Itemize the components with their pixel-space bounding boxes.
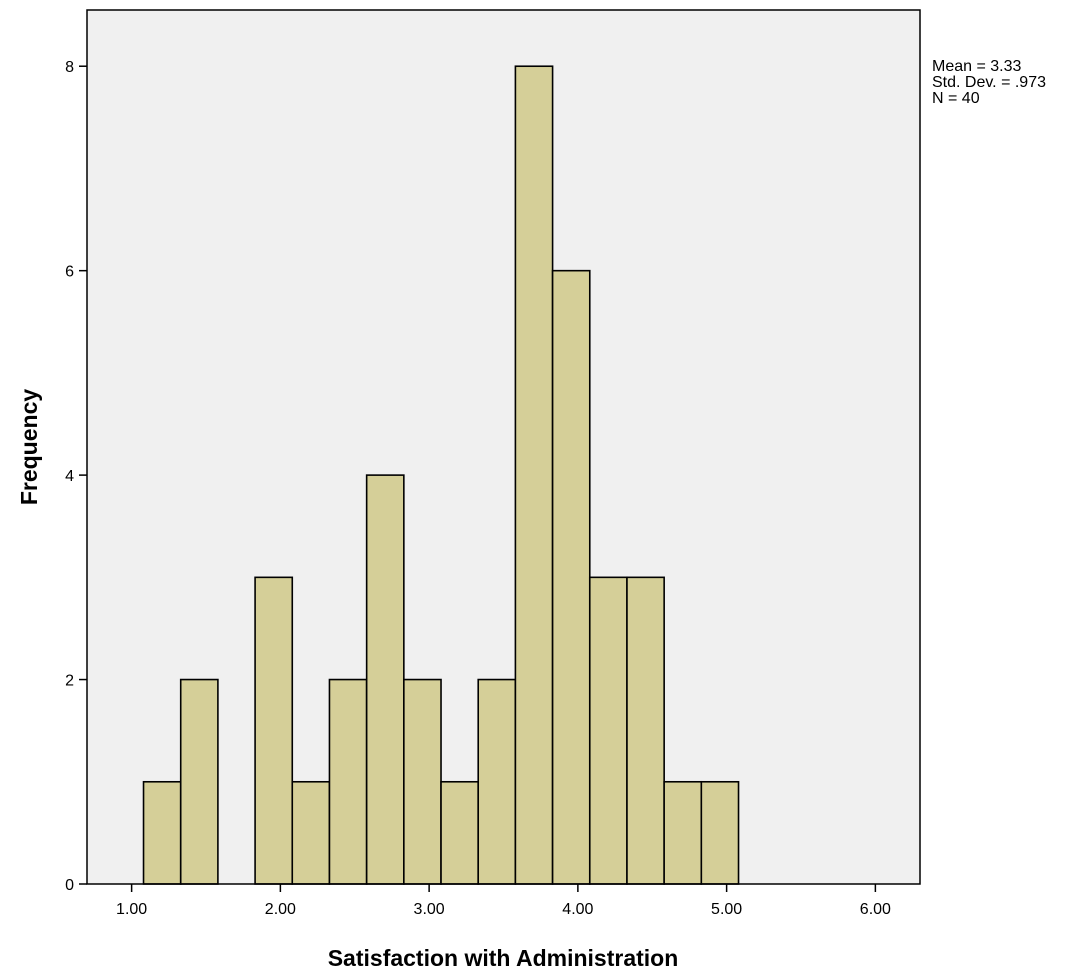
x-tick-label: 5.00: [711, 901, 742, 918]
x-tick-label: 4.00: [562, 901, 593, 918]
y-tick-label: 4: [65, 468, 74, 485]
histogram-bar: [551, 269, 591, 885]
x-tick-label: 1.00: [116, 901, 147, 918]
histogram-bar: [328, 678, 368, 885]
y-tick-label: 8: [65, 59, 74, 76]
histogram-bar: [403, 678, 442, 885]
stat-line: N = 40: [932, 90, 980, 107]
y-axis: 0 2 4 6 8: [65, 59, 87, 894]
histogram-bar: [440, 780, 480, 885]
histogram-bar: [514, 65, 554, 885]
stat-line: Std. Dev. = .973: [932, 74, 1046, 91]
histogram-bar: [700, 780, 740, 885]
histogram-bar: [477, 678, 517, 885]
histogram-bar: [179, 678, 219, 885]
y-tick-label: 0: [65, 877, 74, 894]
histogram-bar: [254, 576, 294, 885]
histogram-bar: [142, 780, 182, 885]
x-axis: 1.00 2.00 3.00 4.00 5.00 6.00: [116, 884, 891, 918]
y-tick-label: 6: [65, 264, 74, 281]
x-axis-title: Satisfaction with Administration: [328, 945, 679, 971]
histogram-bar: [365, 474, 405, 885]
x-tick-label: 3.00: [414, 901, 445, 918]
bars-group: [142, 65, 740, 885]
histogram-bar: [663, 780, 703, 885]
stat-line: Mean = 3.33: [932, 58, 1022, 75]
y-axis-title: Frequency: [16, 389, 42, 506]
plot-frame: [86, 9, 921, 885]
x-tick-label: 2.00: [265, 901, 296, 918]
y-tick-label: 2: [65, 673, 74, 690]
histogram-bar: [626, 576, 665, 885]
histogram-bar: [588, 576, 628, 885]
x-tick-label: 6.00: [860, 901, 891, 918]
histogram-bar: [291, 780, 331, 885]
